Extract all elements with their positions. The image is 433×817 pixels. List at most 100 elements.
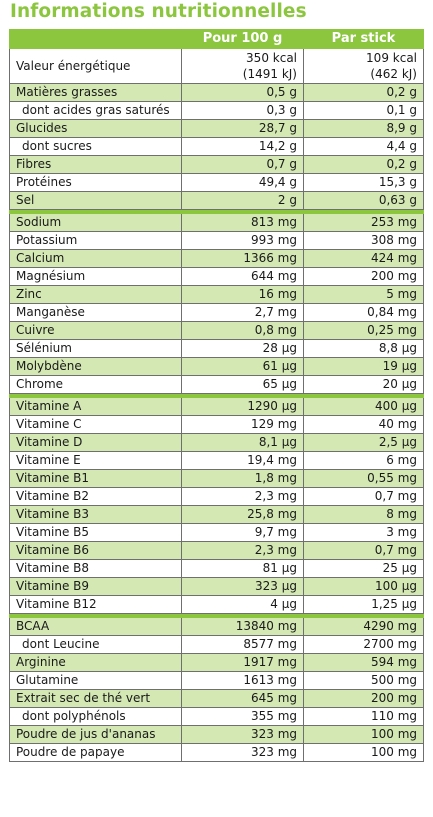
table-row: Matières grasses 0,5 g 0,2 g: [9, 83, 424, 102]
value-per-stick: 0,2 g: [303, 155, 424, 174]
value-per-stick: 400 µg: [303, 397, 424, 416]
value-per-stick: 4290 mg: [303, 617, 424, 636]
value-per-100g: 323 µg: [181, 577, 304, 596]
value-per-stick: 100 µg: [303, 577, 424, 596]
table-row: Poudre de papaye 323 mg 100 mg: [9, 743, 424, 762]
nutrient-label: Vitamine B8: [9, 559, 182, 578]
value-per-stick: 0,7 mg: [303, 541, 424, 560]
table-row: Poudre de jus d'ananas 323 mg 100 mg: [9, 725, 424, 744]
value-per-100g: 16 mg: [181, 285, 304, 304]
table-row: Arginine 1917 mg 594 mg: [9, 653, 424, 672]
value-per-100g: 49,4 g: [181, 173, 304, 192]
column-header-per-stick: Par stick: [303, 29, 424, 49]
value-per-100g: 61 µg: [181, 357, 304, 376]
nutrient-label: Vitamine D: [9, 433, 182, 452]
table-row: Magnésium 644 mg 200 mg: [9, 267, 424, 286]
table-row: Protéines 49,4 g 15,3 g: [9, 173, 424, 192]
value-per-100g: 28,7 g: [181, 119, 304, 138]
table-row: Zinc 16 mg 5 mg: [9, 285, 424, 304]
nutrient-label: Vitamine B9: [9, 577, 182, 596]
value-per-stick: 109 kcal (462 kJ): [303, 48, 424, 84]
value-per-stick: 200 mg: [303, 267, 424, 286]
nutrient-label: Vitamine B3: [9, 505, 182, 524]
value-per-stick: 308 mg: [303, 231, 424, 250]
table-row: Vitamine B5 9,7 mg 3 mg: [9, 523, 424, 542]
header-blank-cell: [9, 29, 182, 49]
value-per-100g: 28 µg: [181, 339, 304, 358]
nutrient-label: Sélénium: [9, 339, 182, 358]
energy-kj-per-100g: (1491 kJ): [242, 67, 297, 81]
value-per-stick: 19 µg: [303, 357, 424, 376]
value-per-100g: 2,3 mg: [181, 487, 304, 506]
nutrient-label: Vitamine E: [9, 451, 182, 470]
table-row: Molybdène 61 µg 19 µg: [9, 357, 424, 376]
nutrition-table: Pour 100 g Par stick Valeur énergétique …: [9, 29, 424, 762]
value-per-stick: 20 µg: [303, 375, 424, 394]
table-row: Potassium 993 mg 308 mg: [9, 231, 424, 250]
value-per-stick: 200 mg: [303, 689, 424, 708]
column-header-per-100g: Pour 100 g: [181, 29, 304, 49]
value-per-stick: 0,1 g: [303, 101, 424, 120]
table-row: Sélénium 28 µg 8,8 µg: [9, 339, 424, 358]
value-per-100g: 0,3 g: [181, 101, 304, 120]
value-per-stick: 0,7 mg: [303, 487, 424, 506]
value-per-stick: 25 µg: [303, 559, 424, 578]
value-per-stick: 100 mg: [303, 725, 424, 744]
value-per-100g: 9,7 mg: [181, 523, 304, 542]
nutrient-label: Vitamine B2: [9, 487, 182, 506]
value-per-stick: 3 mg: [303, 523, 424, 542]
table-row: Glutamine 1613 mg 500 mg: [9, 671, 424, 690]
value-per-100g: 0,7 g: [181, 155, 304, 174]
page-title: Informations nutritionnelles: [10, 1, 307, 22]
nutrient-label: Vitamine B6: [9, 541, 182, 560]
value-per-stick: 100 mg: [303, 743, 424, 762]
value-per-stick: 8 mg: [303, 505, 424, 524]
value-per-stick: 8,8 µg: [303, 339, 424, 358]
table-row: Vitamine A 1290 µg 400 µg: [9, 397, 424, 416]
table-row: Fibres 0,7 g 0,2 g: [9, 155, 424, 174]
table-row: Cuivre 0,8 mg 0,25 mg: [9, 321, 424, 340]
table-row: Vitamine B6 2,3 mg 0,7 mg: [9, 541, 424, 560]
value-per-stick: 0,25 mg: [303, 321, 424, 340]
nutrient-label: Valeur énergétique: [9, 48, 182, 84]
table-row: Glucides 28,7 g 8,9 g: [9, 119, 424, 138]
nutrient-label: Manganèse: [9, 303, 182, 322]
nutrient-label: Chrome: [9, 375, 182, 394]
nutrient-label: dont sucres: [9, 137, 182, 156]
nutrient-label: Vitamine C: [9, 415, 182, 434]
value-per-stick: 110 mg: [303, 707, 424, 726]
nutrient-label: BCAA: [9, 617, 182, 636]
value-per-stick: 5 mg: [303, 285, 424, 304]
value-per-100g: 0,8 mg: [181, 321, 304, 340]
table-row: Vitamine E 19,4 mg 6 mg: [9, 451, 424, 470]
value-per-stick: 4,4 g: [303, 137, 424, 156]
nutrient-label: dont acides gras saturés: [9, 101, 182, 120]
value-per-100g: 644 mg: [181, 267, 304, 286]
nutrient-label: Sel: [9, 191, 182, 210]
table-row: dont polyphénols 355 mg 110 mg: [9, 707, 424, 726]
table-row: Sel 2 g 0,63 g: [9, 191, 424, 210]
nutrient-label: Calcium: [9, 249, 182, 268]
value-per-stick: 500 mg: [303, 671, 424, 690]
value-per-stick: 15,3 g: [303, 173, 424, 192]
table-row: Calcium 1366 mg 424 mg: [9, 249, 424, 268]
value-per-100g: 8,1 µg: [181, 433, 304, 452]
energy-kcal-per-100g: 350 kcal: [246, 51, 297, 65]
nutrient-label: Magnésium: [9, 267, 182, 286]
value-per-stick: 8,9 g: [303, 119, 424, 138]
energy-kcal-per-stick: 109 kcal: [366, 51, 417, 65]
table-row: dont acides gras saturés 0,3 g 0,1 g: [9, 101, 424, 120]
value-per-100g: 4 µg: [181, 595, 304, 614]
table-row-energy: Valeur énergétique 350 kcal (1491 kJ) 10…: [9, 48, 424, 84]
nutrient-label: Matières grasses: [9, 83, 182, 102]
nutrient-label: Arginine: [9, 653, 182, 672]
value-per-stick: 6 mg: [303, 451, 424, 470]
value-per-stick: 2,5 µg: [303, 433, 424, 452]
table-row: Manganèse 2,7 mg 0,84 mg: [9, 303, 424, 322]
nutrient-label: Vitamine B1: [9, 469, 182, 488]
table-row: Vitamine B2 2,3 mg 0,7 mg: [9, 487, 424, 506]
value-per-stick: 0,2 g: [303, 83, 424, 102]
value-per-100g: 1290 µg: [181, 397, 304, 416]
nutrition-table-body: Valeur énergétique 350 kcal (1491 kJ) 10…: [9, 48, 424, 762]
value-per-100g: 993 mg: [181, 231, 304, 250]
